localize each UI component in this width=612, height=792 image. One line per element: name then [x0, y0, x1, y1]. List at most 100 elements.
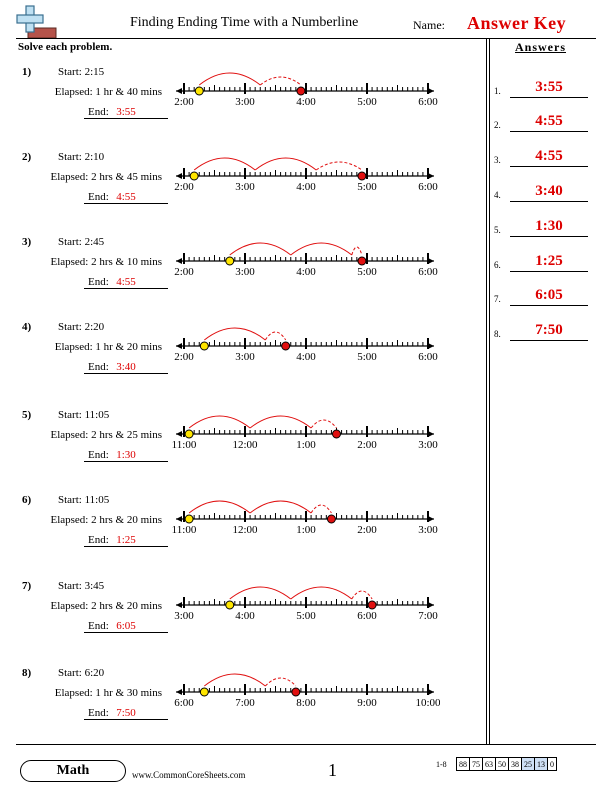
hour-label: 12:00 [232, 439, 258, 451]
arrow-left-icon [176, 88, 182, 94]
problem-number: 3) [22, 236, 32, 248]
answer-number: 3. [494, 155, 501, 165]
answer-line [84, 288, 168, 289]
answer-value: 3:55 [535, 79, 563, 95]
problem-number: 7) [22, 580, 32, 592]
answer-line [510, 131, 588, 132]
end-time-answer: 6:05 [116, 620, 136, 632]
numberline: 3:00 4:00 5:00 6:00 7:00 [174, 586, 438, 622]
start-point [225, 600, 235, 610]
score-cell: 38 [508, 757, 522, 771]
math-plus-logo-icon [16, 5, 57, 39]
answer-row: 6. 1:25 [494, 250, 594, 272]
start-point [189, 171, 199, 181]
hour-jump-arc [198, 72, 261, 86]
problem: 7) Start: 3:45 Elapsed: 2 hrs & 20 mins End… [0, 580, 486, 666]
end-label: End: [88, 620, 109, 632]
end-point [367, 600, 377, 610]
numberline: 2:00 3:00 4:00 5:00 6:00 [174, 242, 438, 278]
problem-number: 4) [22, 321, 32, 333]
start-time: Start: 2:20 [58, 321, 105, 333]
arrow-left-icon [176, 516, 182, 522]
hour-label: 6:00 [418, 96, 438, 108]
page-number: 1 [328, 760, 337, 780]
hour-label: 10:00 [415, 697, 440, 709]
minute-jump-arc [351, 246, 363, 256]
end-point [296, 86, 306, 96]
arrow-left-icon [176, 343, 182, 349]
answer-value: 1:25 [535, 253, 563, 269]
answer-row: 1. 3:55 [494, 76, 594, 98]
minute-jump-arc [264, 677, 297, 687]
answer-line [510, 166, 588, 167]
problem-number: 6) [22, 494, 32, 506]
minute-jump-arc [315, 161, 363, 171]
answer-line [510, 201, 588, 202]
hour-label: 4:00 [235, 610, 255, 622]
numberline: 11:00 12:00 1:00 2:00 3:00 [172, 415, 438, 451]
answer-number: 2. [494, 120, 501, 130]
hour-jump-arc [188, 500, 251, 514]
hour-label: 3:00 [418, 524, 438, 536]
footer-divider [16, 744, 596, 745]
answer-line [510, 271, 588, 272]
answer-line [84, 632, 168, 633]
arrow-right-icon [428, 343, 434, 349]
answer-line [510, 340, 588, 341]
hour-jump-arc [290, 586, 353, 600]
problem-number: 8) [22, 667, 32, 679]
minute-jump-arc [351, 590, 373, 600]
arrow-right-icon [428, 431, 434, 437]
answer-row: 2. 4:55 [494, 110, 594, 132]
column-divider [486, 38, 487, 744]
instructions: Solve each problem. [18, 41, 113, 53]
score-cell: 63 [482, 757, 496, 771]
answer-row: 5. 1:30 [494, 215, 594, 237]
column-divider [489, 38, 490, 744]
hour-label: 4:00 [296, 96, 316, 108]
hour-label: 4:00 [296, 351, 316, 363]
arrow-right-icon [428, 602, 434, 608]
arrow-right-icon [428, 258, 434, 264]
answer-value: 1:30 [535, 218, 563, 234]
hour-label: 7:00 [235, 697, 255, 709]
hour-label: 6:00 [357, 610, 377, 622]
arrow-right-icon [428, 88, 434, 94]
answer-value: 6:05 [535, 287, 563, 303]
start-point [225, 256, 235, 266]
start-time: Start: 11:05 [58, 409, 110, 421]
hour-label: 2:00 [174, 266, 194, 278]
answer-value: 4:55 [535, 148, 563, 164]
end-label: End: [88, 449, 109, 461]
elapsed-time: Elapsed: 2 hrs & 20 mins [50, 514, 162, 526]
end-time-answer: 1:25 [116, 534, 136, 546]
hour-jump-arc [229, 242, 292, 256]
start-point [199, 341, 209, 351]
hour-label: 2:00 [174, 96, 194, 108]
hour-label: 7:00 [418, 610, 438, 622]
numberline: 11:00 12:00 1:00 2:00 3:00 [172, 500, 438, 536]
end-point [281, 341, 291, 351]
hour-jump-arc [254, 157, 317, 171]
numberline: 2:00 3:00 4:00 5:00 6:00 [174, 327, 438, 363]
website-link[interactable]: www.CommonCoreSheets.com [132, 770, 246, 780]
end-time-answer: 3:55 [116, 106, 136, 118]
start-time: Start: 2:45 [58, 236, 105, 248]
hour-jump-arc [188, 415, 251, 429]
arrow-right-icon [428, 689, 434, 695]
start-time: Start: 6:20 [58, 667, 105, 679]
score-cell: 75 [469, 757, 483, 771]
start-time: Start: 2:15 [58, 66, 105, 78]
arrow-right-icon [428, 173, 434, 179]
numberline: 2:00 3:00 4:00 5:00 6:00 [174, 157, 438, 193]
hour-label: 4:00 [296, 266, 316, 278]
problem: 8) Start: 6:20 Elapsed: 1 hr & 30 mins End:… [0, 667, 486, 753]
hour-label: 8:00 [296, 697, 316, 709]
answer-line [84, 546, 168, 547]
minute-jump-arc [310, 504, 332, 514]
hour-label: 3:00 [235, 351, 255, 363]
end-time-answer: 1:30 [116, 449, 136, 461]
arrow-left-icon [176, 258, 182, 264]
score-label: 1-8 [436, 760, 447, 769]
hour-label: 2:00 [174, 181, 194, 193]
